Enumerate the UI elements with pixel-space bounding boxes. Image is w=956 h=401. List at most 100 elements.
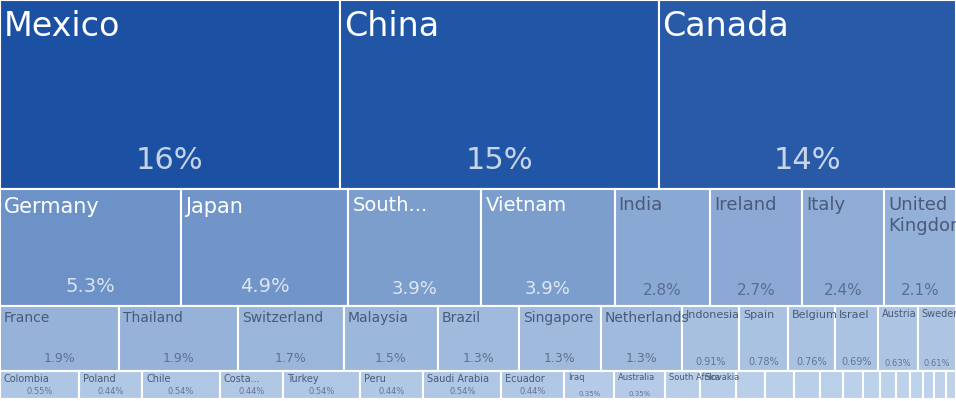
Text: 2.7%: 2.7% bbox=[737, 284, 775, 298]
Text: 1.3%: 1.3% bbox=[625, 352, 657, 365]
Text: 14%: 14% bbox=[773, 146, 841, 175]
Text: Brazil: Brazil bbox=[442, 312, 481, 326]
Text: Belgium: Belgium bbox=[792, 310, 837, 320]
Bar bbox=[214, 399, 314, 401]
Bar bbox=[862, 371, 880, 399]
Bar bbox=[560, 399, 626, 401]
Bar bbox=[842, 371, 862, 399]
Text: 2.1%: 2.1% bbox=[901, 284, 940, 298]
Bar bbox=[283, 371, 360, 399]
Text: 0.61%: 0.61% bbox=[923, 358, 950, 368]
Bar bbox=[348, 189, 482, 306]
Text: Australia: Australia bbox=[619, 373, 656, 382]
Text: 3.9%: 3.9% bbox=[525, 280, 571, 298]
Bar bbox=[934, 371, 945, 399]
Text: Mexico: Mexico bbox=[4, 10, 120, 43]
Bar bbox=[615, 189, 710, 306]
Bar bbox=[238, 306, 344, 371]
Bar bbox=[119, 306, 238, 371]
Bar bbox=[923, 371, 934, 399]
Bar bbox=[181, 189, 348, 306]
Bar bbox=[220, 371, 283, 399]
Bar bbox=[918, 306, 956, 371]
Text: South Africa: South Africa bbox=[668, 373, 720, 382]
Bar bbox=[758, 399, 808, 401]
Bar bbox=[626, 399, 692, 401]
Text: 15%: 15% bbox=[466, 146, 533, 175]
Text: 0.54%: 0.54% bbox=[449, 387, 475, 395]
Text: 0.76%: 0.76% bbox=[796, 356, 827, 367]
Bar bbox=[802, 189, 884, 306]
Text: Indonesia: Indonesia bbox=[686, 310, 740, 320]
Text: 5.3%: 5.3% bbox=[66, 277, 116, 296]
Text: 2.8%: 2.8% bbox=[643, 284, 682, 298]
Text: Japan: Japan bbox=[185, 197, 243, 217]
Text: 0.44%: 0.44% bbox=[519, 387, 546, 395]
Bar bbox=[340, 0, 659, 189]
Bar bbox=[424, 371, 501, 399]
Bar bbox=[945, 371, 956, 399]
Text: South...: South... bbox=[352, 196, 427, 215]
Text: 1.9%: 1.9% bbox=[163, 352, 194, 365]
Text: 0.78%: 0.78% bbox=[748, 356, 778, 367]
Bar bbox=[793, 371, 819, 399]
Text: Netherlands: Netherlands bbox=[604, 312, 689, 326]
Bar bbox=[0, 371, 79, 399]
Text: 0.44%: 0.44% bbox=[98, 387, 123, 395]
Text: 1.3%: 1.3% bbox=[544, 352, 576, 365]
Text: Canada: Canada bbox=[663, 10, 790, 43]
Text: Ecuador: Ecuador bbox=[505, 374, 545, 384]
Bar bbox=[142, 371, 220, 399]
Text: Chile: Chile bbox=[146, 374, 170, 384]
Text: 0.63%: 0.63% bbox=[885, 358, 911, 368]
Bar bbox=[836, 306, 879, 371]
Text: 16%: 16% bbox=[136, 146, 204, 175]
Text: United
Kingdom: United Kingdom bbox=[888, 196, 956, 235]
Bar bbox=[438, 306, 519, 371]
Text: Sweden: Sweden bbox=[922, 310, 956, 320]
Text: 0.35%: 0.35% bbox=[578, 391, 600, 397]
Text: Israel: Israel bbox=[839, 310, 870, 320]
Text: 1.5%: 1.5% bbox=[375, 352, 407, 365]
Bar bbox=[659, 0, 956, 189]
Text: Saudi Arabia: Saudi Arabia bbox=[427, 374, 489, 384]
Text: 1.9%: 1.9% bbox=[44, 352, 76, 365]
Bar bbox=[739, 306, 788, 371]
Bar bbox=[344, 306, 438, 371]
Text: 4.9%: 4.9% bbox=[240, 277, 290, 296]
Bar bbox=[858, 399, 906, 401]
Bar bbox=[314, 399, 396, 401]
Bar bbox=[519, 306, 600, 371]
Text: 0.91%: 0.91% bbox=[695, 356, 726, 367]
Bar bbox=[0, 306, 119, 371]
Text: 0.54%: 0.54% bbox=[309, 387, 335, 395]
Bar bbox=[736, 371, 765, 399]
Bar bbox=[482, 189, 615, 306]
Text: 1.7%: 1.7% bbox=[275, 352, 307, 365]
Bar bbox=[0, 189, 181, 306]
Bar bbox=[788, 306, 836, 371]
Text: Malaysia: Malaysia bbox=[348, 312, 409, 326]
Bar bbox=[880, 371, 896, 399]
Text: Slovakia: Slovakia bbox=[705, 373, 740, 382]
Text: Italy: Italy bbox=[806, 196, 845, 214]
Bar bbox=[682, 306, 739, 371]
Text: Thailand: Thailand bbox=[123, 312, 183, 326]
Text: 0.44%: 0.44% bbox=[379, 387, 405, 395]
Bar bbox=[615, 371, 664, 399]
Text: Colombia: Colombia bbox=[4, 374, 50, 384]
Bar bbox=[906, 399, 956, 401]
Text: Austria: Austria bbox=[882, 310, 917, 320]
Bar bbox=[692, 399, 758, 401]
Bar bbox=[600, 306, 682, 371]
Bar bbox=[564, 371, 615, 399]
Bar bbox=[501, 371, 564, 399]
Bar bbox=[360, 371, 424, 399]
Text: Vietnam: Vietnam bbox=[486, 196, 567, 215]
Text: 1.3%: 1.3% bbox=[463, 352, 494, 365]
Bar bbox=[664, 371, 701, 399]
Text: 2.4%: 2.4% bbox=[824, 284, 862, 298]
Bar bbox=[819, 371, 842, 399]
Text: Peru: Peru bbox=[364, 374, 386, 384]
Bar bbox=[0, 399, 116, 401]
